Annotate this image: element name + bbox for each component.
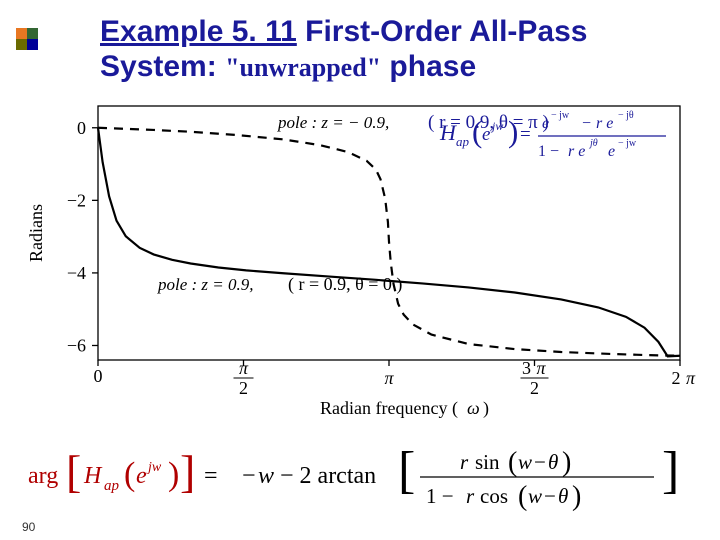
svg-text:Radian frequency (: Radian frequency ( — [320, 398, 458, 419]
page-number: 90 — [22, 520, 35, 534]
svg-text:): ) — [168, 456, 179, 493]
title-quoted: "unwrapped" — [225, 53, 381, 82]
svg-text:θ: θ — [558, 484, 568, 508]
svg-text:(: ( — [518, 481, 527, 512]
title-tail: phase — [381, 50, 476, 83]
svg-text:1 −: 1 − — [426, 484, 454, 508]
svg-text:jθ: jθ — [588, 138, 598, 149]
svg-text:]: ] — [180, 446, 195, 497]
svg-text:(: ( — [508, 447, 517, 478]
svg-text:=: = — [520, 124, 531, 145]
svg-text:− jw: − jw — [551, 110, 570, 121]
svg-text:0: 0 — [77, 118, 86, 138]
svg-text:H: H — [83, 463, 103, 489]
svg-text:ap: ap — [104, 478, 120, 494]
svg-text:−: − — [242, 463, 256, 489]
svg-text:−6: −6 — [67, 335, 86, 355]
svg-text:]: ] — [662, 442, 679, 499]
svg-text:jw: jw — [490, 119, 503, 133]
svg-text:( r = 0.9, θ = 0 ): ( r = 0.9, θ = 0 ) — [288, 274, 402, 295]
svg-text:3: 3 — [522, 358, 531, 378]
svg-text:r: r — [460, 450, 469, 474]
svg-text:sin: sin — [475, 450, 500, 474]
svg-text:[: [ — [398, 442, 415, 499]
svg-text:0: 0 — [94, 366, 103, 386]
svg-text:w: w — [528, 484, 542, 508]
svg-text:cos: cos — [480, 484, 508, 508]
svg-text:): ) — [562, 447, 571, 478]
svg-text:arg: arg — [28, 463, 58, 489]
svg-text:− 2 arctan: − 2 arctan — [280, 463, 376, 489]
svg-text:1 −: 1 − — [538, 143, 559, 160]
svg-text:e: e — [136, 463, 147, 489]
svg-text:− jw: − jw — [618, 138, 637, 149]
svg-text:π: π — [686, 368, 696, 388]
svg-text:2: 2 — [239, 378, 248, 398]
svg-text:−2: −2 — [67, 190, 86, 210]
svg-text:−4: −4 — [67, 263, 86, 283]
svg-text:r e: r e — [596, 115, 613, 132]
svg-text:e: e — [482, 124, 490, 145]
svg-text:π: π — [384, 368, 394, 388]
title-example: Example 5. 11 — [100, 15, 297, 48]
svg-text:r: r — [466, 484, 475, 508]
svg-text:π: π — [239, 358, 249, 378]
svg-text:[: [ — [66, 446, 81, 497]
svg-text:(: ( — [124, 456, 135, 493]
phase-equation: arg[Hap(ejw)]=−w− 2 arctan[]rsin(w−θ)1 −… — [28, 439, 700, 526]
svg-text:e: e — [608, 143, 615, 160]
svg-text:w: w — [518, 450, 532, 474]
svg-text:r e: r e — [568, 143, 585, 160]
svg-text:−: − — [534, 450, 546, 474]
svg-text:ω: ω — [467, 398, 480, 418]
svg-text:pole : z = 0.9,: pole : z = 0.9, — [157, 275, 254, 294]
svg-text:2: 2 — [672, 368, 681, 388]
svg-text:e: e — [542, 115, 549, 132]
svg-text:−: − — [544, 484, 556, 508]
svg-text:π: π — [537, 358, 547, 378]
svg-text:2: 2 — [530, 378, 539, 398]
svg-text:(: ( — [472, 114, 482, 149]
phase-chart: 0−2−4−60π2π3π22πRadiansRadian frequency … — [20, 100, 700, 420]
svg-text:− jθ: − jθ — [618, 110, 634, 121]
svg-text:w: w — [258, 463, 274, 489]
svg-text:=: = — [204, 463, 218, 489]
svg-text:pole : z = − 0.9,: pole : z = − 0.9, — [277, 113, 389, 132]
slide-title: Example 5. 11 First-Order All-Pass Syste… — [100, 14, 704, 85]
svg-text:θ: θ — [548, 450, 558, 474]
svg-text:H: H — [439, 120, 457, 145]
svg-text:): ) — [483, 398, 489, 419]
svg-text:): ) — [508, 114, 518, 149]
svg-text:jw: jw — [146, 460, 162, 475]
svg-text:ap: ap — [456, 134, 470, 149]
accent-squares — [16, 28, 38, 50]
svg-text:Radians: Radians — [26, 204, 46, 262]
svg-text:−: − — [582, 115, 591, 132]
svg-text:): ) — [572, 481, 581, 512]
